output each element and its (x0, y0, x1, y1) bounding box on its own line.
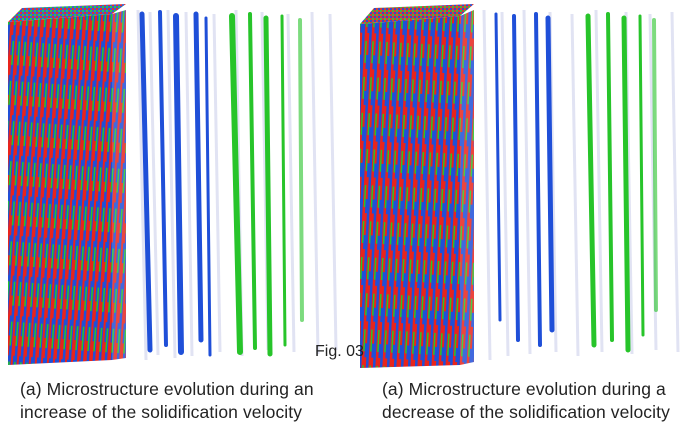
panel-increase-velocity (0, 0, 350, 375)
microstructure-render-decrease (360, 4, 680, 368)
caption-increase: (a) Microstructure evolution during an i… (20, 378, 360, 424)
microstructure-render-increase (8, 4, 338, 365)
caption-line: (a) Microstructure evolution during a (382, 379, 666, 399)
caption-line: decrease of the solidification velocity (382, 402, 670, 422)
caption-line: (a) Microstructure evolution during an (20, 379, 314, 399)
caption-line: increase of the solidification velocity (20, 402, 303, 422)
caption-decrease: (a) Microstructure evolution during a de… (382, 378, 700, 424)
figure-label: Fig. 03 (315, 343, 364, 360)
panel-decrease-velocity (350, 0, 700, 375)
